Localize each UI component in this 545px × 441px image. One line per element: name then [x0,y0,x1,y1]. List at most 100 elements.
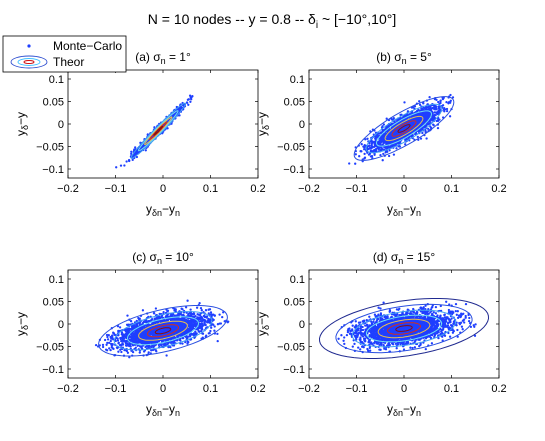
scatter-point [208,331,211,335]
scatter-point [382,152,385,156]
scatter-point [138,351,141,354]
scatter-point [360,150,363,153]
scatter-point [185,101,189,104]
scatter-point [114,339,117,343]
scatter-point [106,335,109,339]
scatter-point [178,114,181,117]
scatter-point [101,343,105,347]
scatter-point [372,149,375,152]
ylabel-y: y [14,130,28,136]
y-axis-label: yδ−y [255,112,271,136]
contour-ellipse [144,116,173,146]
scatter-point [160,343,163,346]
xlabel-minus-y: −y [162,202,175,216]
scatter-point [130,150,133,153]
scatter-point [434,108,437,111]
scatter-point [438,118,441,121]
scatter-point [385,117,388,120]
scatter-point [428,112,431,115]
scatter-point [379,153,382,157]
scatter-point [417,121,420,124]
scatter-point [115,166,118,169]
scatter-point [384,132,387,136]
scatter-point [208,308,212,311]
x-tick-label: 0 [401,183,407,195]
scatter-point [106,338,110,341]
scatter-point [418,103,422,106]
panel-title: (a) σn = 1° [135,50,191,66]
scatter-point [187,103,190,106]
scatter-point [391,140,394,143]
panel-title-subscript: n [161,56,166,66]
scatter-point [418,100,421,103]
scatter-point [388,135,392,138]
scatter-point [188,94,192,97]
scatter-point [427,108,430,111]
scatter-point [153,126,156,129]
scatter-point [398,145,402,148]
scatter-point [388,145,391,148]
scatter-point [119,164,123,167]
y-tick-label: 0 [299,119,305,131]
scatter-point [199,306,203,310]
xlabel-sub2: n [175,208,180,218]
scatter-point [213,329,216,332]
scatter-point [221,315,224,319]
scatter-point [155,350,158,353]
x-tick-label: 0.2 [250,183,265,195]
x-tick-label: 0.2 [491,183,506,195]
xlabel-y: y [146,202,152,216]
scatter-point [425,137,428,140]
xlabel-sub2: n [416,208,421,218]
scatter-point [448,115,452,118]
scatter-point [162,311,165,314]
scatter-point [354,153,357,156]
scatter-point [425,114,429,117]
contour-layer [130,102,187,159]
scatter-point [130,152,133,156]
scatter-point [154,317,158,321]
figure-title-range: ~ [−10°,10°] [318,11,396,27]
scatter-point [122,337,126,340]
scatter-point [437,110,440,113]
scatter-point [211,313,214,316]
ylabel-minus-y: −y [14,112,28,125]
figure-title-subscript: i [316,20,318,31]
scatter-point [435,112,438,115]
x-tick-label: −0.2 [298,183,320,195]
scatter-point [195,306,199,309]
scatter-point [368,152,372,155]
scatter-point [204,309,208,312]
scatter-point [358,155,361,158]
scatter-point [348,162,351,165]
scatter-point [197,313,201,316]
scatter-point [373,145,377,148]
y-tick-label: −0.1 [283,164,305,176]
x-tick-label: −0.1 [105,183,127,195]
scatter-point [379,143,382,146]
scatter-point [378,140,382,144]
scatter-point [123,164,126,167]
scatter-point [379,131,382,134]
scatter-point [125,331,129,334]
scatter-point [116,339,120,342]
scatter-point [366,137,369,140]
scatter-point [133,148,136,151]
scatter-point [128,159,131,163]
scatter-point [189,96,192,99]
scatter-point [120,350,123,354]
panel-title: (b) σn = 5° [376,50,432,66]
scatter-point [416,135,419,139]
scatter-point [189,100,192,103]
scatter-point [131,158,134,162]
scatter-point [181,342,184,345]
scatter-point [363,143,366,147]
scatter-point [169,345,172,349]
scatter-point [439,99,442,102]
x-tick-label: 0.1 [203,183,218,195]
scatter-point [101,345,105,349]
